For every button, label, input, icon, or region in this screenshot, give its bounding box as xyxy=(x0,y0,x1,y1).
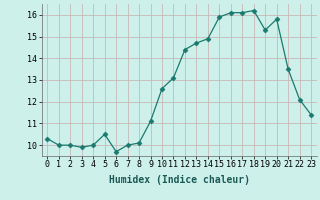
X-axis label: Humidex (Indice chaleur): Humidex (Indice chaleur) xyxy=(109,175,250,185)
